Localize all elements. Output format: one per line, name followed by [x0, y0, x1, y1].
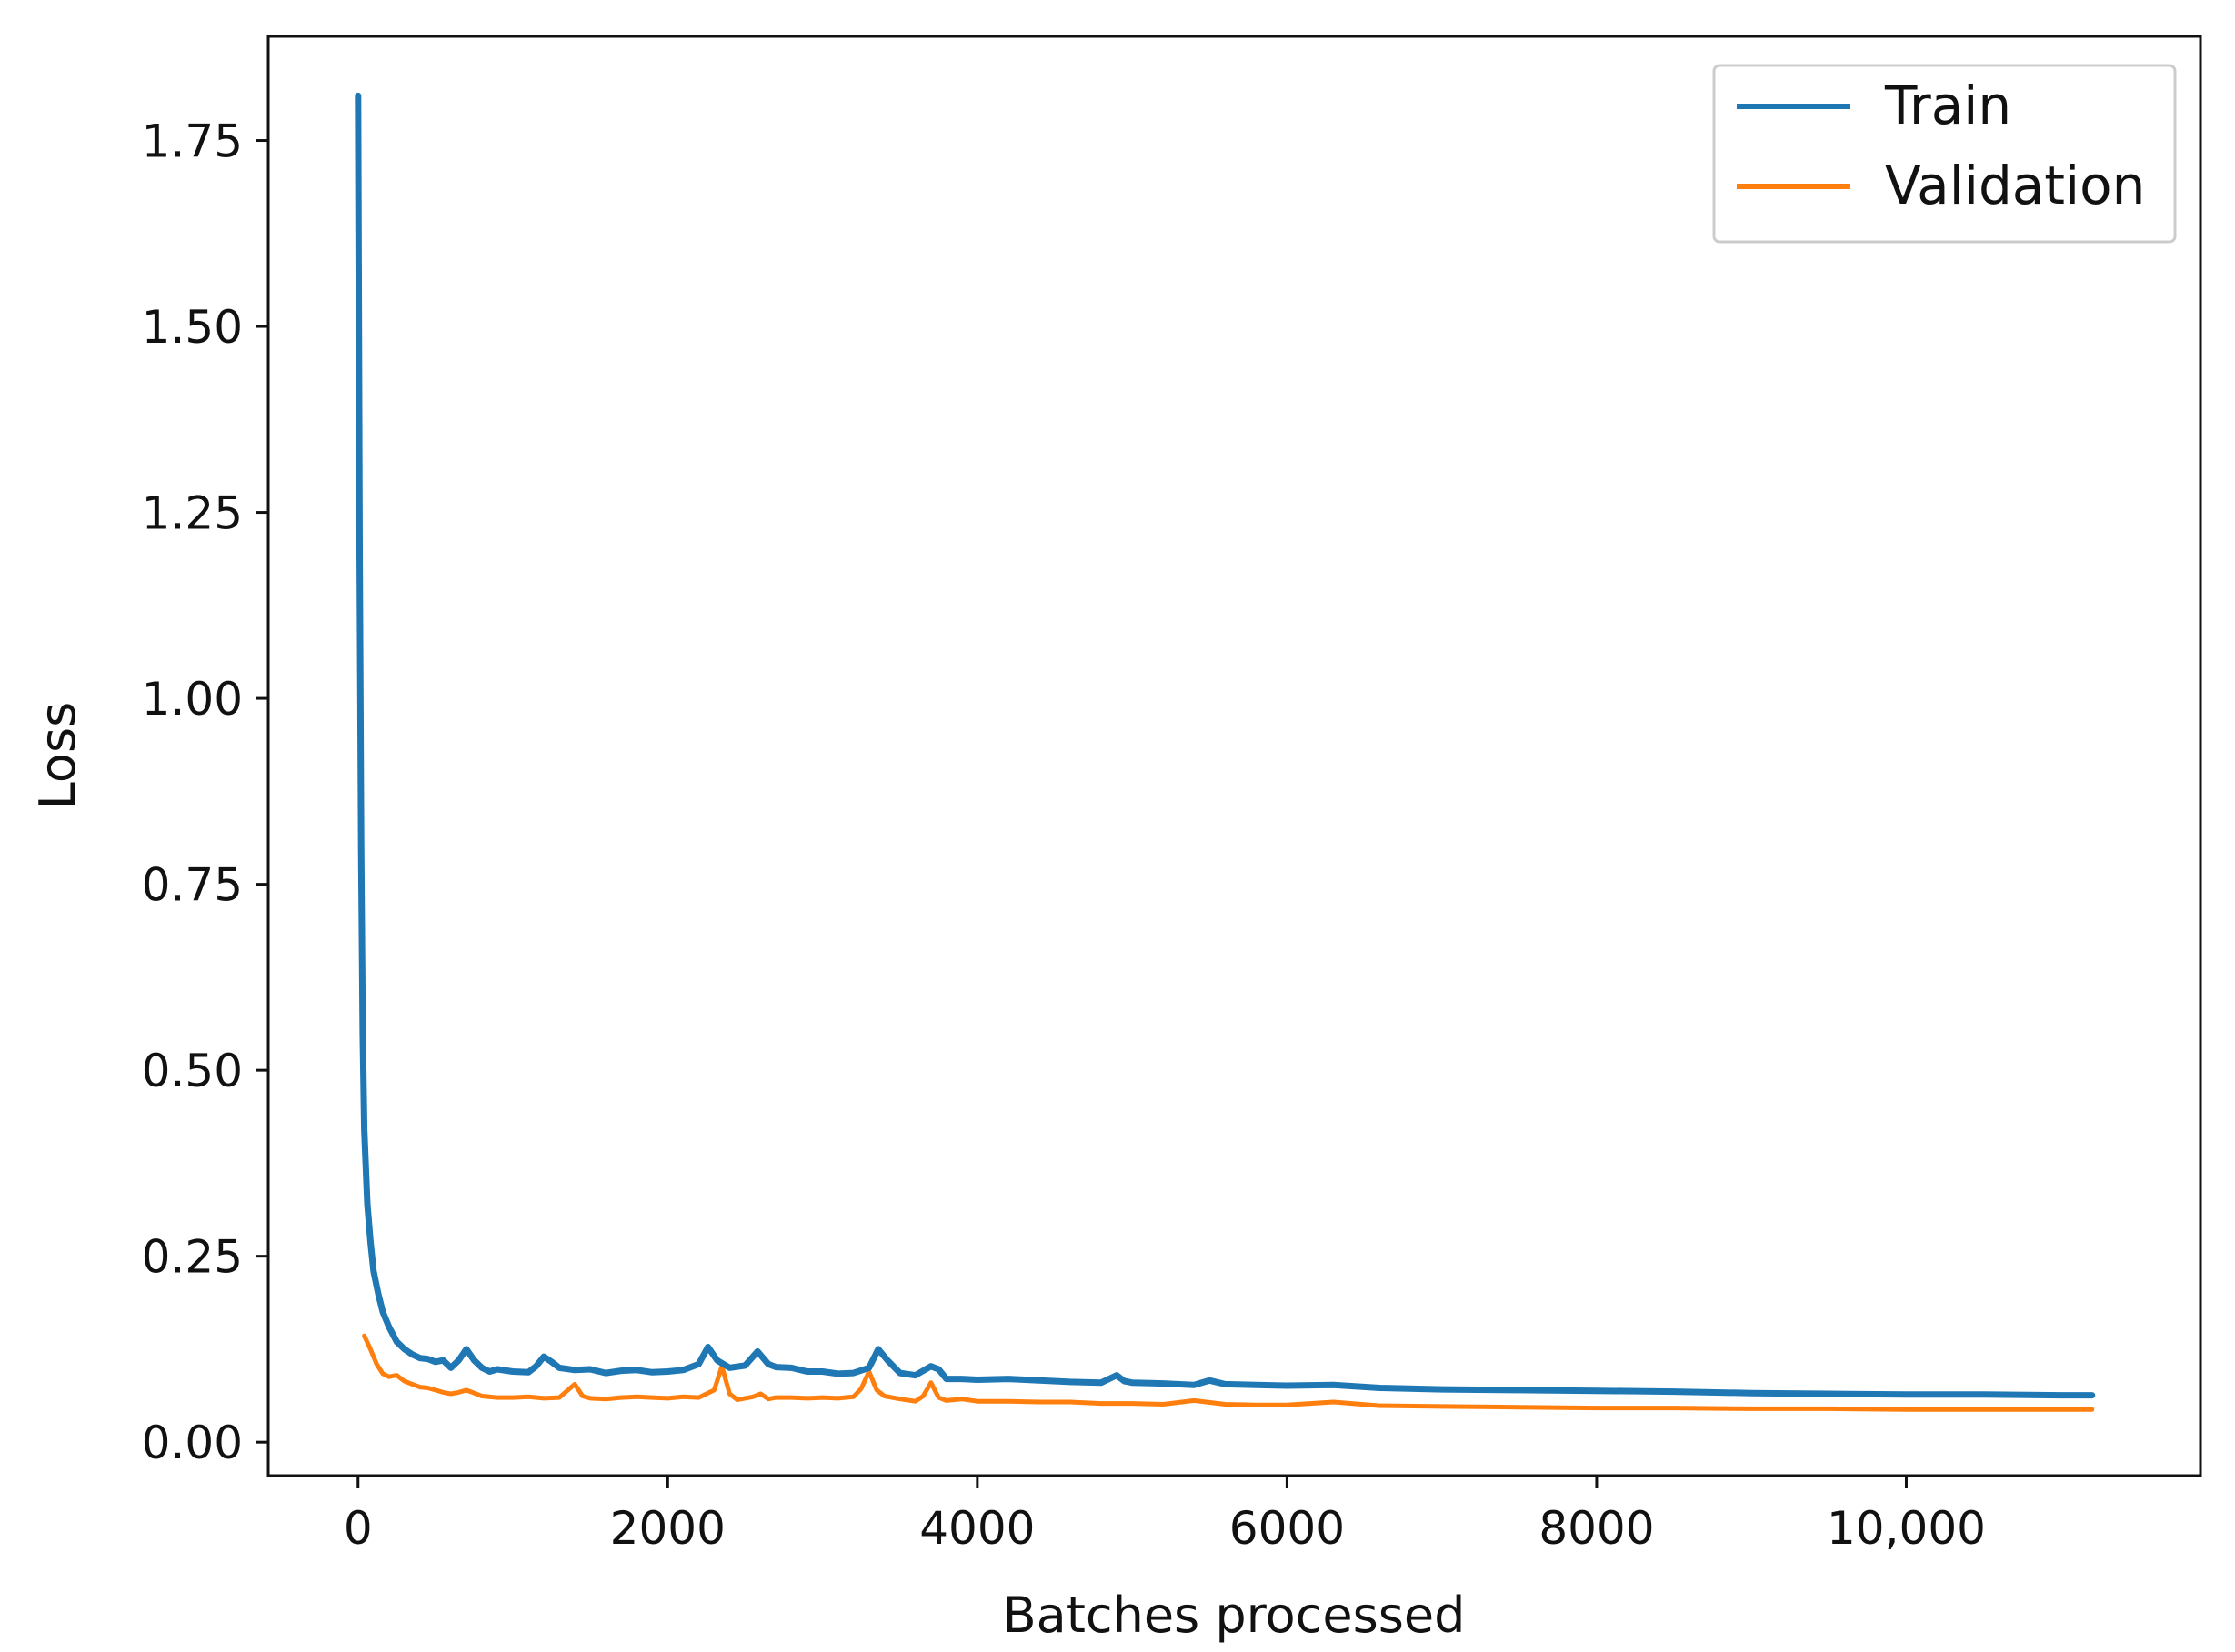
- y-tick-label: 0.50: [142, 1045, 243, 1097]
- x-tick-label: 6000: [1229, 1502, 1345, 1555]
- series-layer: [355, 92, 2096, 1412]
- legend-label-validation: Validation: [1885, 155, 2145, 216]
- y-tick-label: 0.00: [142, 1417, 243, 1469]
- y-tick-label: 1.50: [142, 301, 243, 354]
- series-line-validation: [362, 1333, 2095, 1412]
- x-tick-label: 0: [344, 1502, 373, 1555]
- x-tick-label: 10,000: [1827, 1502, 1986, 1555]
- x-axis-ticks: 0 2000 4000 6000 8000 10,000: [344, 1476, 1986, 1555]
- x-tick-label: 2000: [610, 1502, 726, 1555]
- y-tick-label: 1.25: [142, 487, 243, 540]
- y-tick-label: 0.25: [142, 1231, 243, 1284]
- y-tick-label: 1.00: [142, 673, 243, 726]
- y-tick-label: 1.75: [142, 115, 243, 168]
- y-tick-label: 0.75: [142, 859, 243, 912]
- x-axis-label: Batches processed: [1003, 1587, 1466, 1644]
- legend: Train Validation: [1712, 64, 2177, 244]
- y-axis-ticks: 0.00 0.25 0.50 0.75 1.00 1.25 1.50 1.75: [142, 115, 268, 1469]
- plot-frame: [266, 35, 2202, 1477]
- legend-label-train: Train: [1884, 75, 2011, 136]
- series-line-train: [355, 92, 2096, 1399]
- x-tick-label: 4000: [919, 1502, 1035, 1555]
- legend-box: [1712, 64, 2177, 244]
- x-tick-label: 8000: [1538, 1502, 1654, 1555]
- y-axis-label: Loss: [29, 702, 86, 809]
